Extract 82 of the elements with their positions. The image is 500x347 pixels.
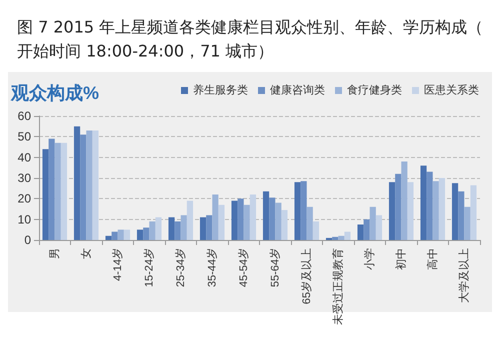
bar [370,206,376,240]
x-tick-label: 25-34岁 [174,248,187,288]
bar [200,217,206,240]
bar [86,130,92,240]
bar [458,191,464,240]
bar [470,185,477,240]
bar [206,215,212,240]
y-axis-title: 观众构成% [10,83,100,103]
bar [124,230,130,240]
chart-title: 图 7 2015 年上星频道各类健康栏目观众性别、年龄、学历构成（开始时间 18:00-24:00，71 城市） [17,18,484,60]
x-tick-label: 55-64岁 [269,248,282,288]
bar [294,182,301,240]
x-tick-label: 女 [80,248,92,259]
bar [250,194,256,240]
x-tick-label: 高中 [426,248,439,270]
legend-label: 医患关系类 [424,84,479,96]
bar [281,210,288,240]
x-tick-label: 小学 [362,248,376,270]
y-tick-label: 10 [18,212,32,226]
bar [136,230,144,240]
bar [300,181,307,240]
bar [80,134,86,240]
bar [42,149,49,240]
bar [332,236,338,240]
bar [388,182,396,240]
bar [407,182,414,240]
y-tick-label: 50 [18,130,32,144]
bar [180,215,187,240]
bar [168,217,175,240]
x-tick-label: 45-54岁 [238,248,250,288]
bar [364,219,370,240]
bar [60,142,68,240]
bar [186,200,194,240]
bar [48,138,55,240]
bar [212,194,218,240]
bar [244,204,250,240]
bar [464,206,470,240]
bar [420,166,427,240]
bar [174,221,181,240]
bar [231,200,238,240]
y-tick-label: 0 [24,233,32,247]
bar [112,232,118,240]
y-tick-label: 60 [18,109,32,123]
bar [306,206,313,240]
x-tick-label: 15-24岁 [143,248,156,288]
x-tick-label: 初中 [394,248,408,270]
bar [92,130,99,240]
bar [218,204,225,240]
bar [143,228,150,240]
legend-label: 养生服务类 [193,84,248,96]
bar [262,191,270,240]
legend-label: 健康咨询类 [270,84,325,96]
bar [312,221,320,240]
bar [238,198,244,240]
bar [275,202,282,240]
x-tick-label: 男 [48,248,61,259]
bar [269,198,276,240]
bar [452,183,458,240]
x-tick-label: 未受过正规教育 [331,248,344,325]
y-tick-label: 30 [18,171,32,185]
bar [54,142,61,240]
bar [426,172,433,240]
bar [401,161,408,240]
x-tick-label: 大学及以上 [457,248,470,303]
bar [376,215,382,240]
x-tick-label: 35-44岁 [206,248,218,288]
bar [395,174,402,240]
bar [338,236,344,240]
x-tick-label: 65岁及以上 [300,248,313,304]
bar [344,232,351,240]
bar [155,217,162,240]
bar [118,230,124,240]
x-tick-label: 4-14岁 [112,248,124,282]
bar [149,221,156,240]
y-tick-label: 20 [18,192,32,206]
y-tick-label: 40 [18,150,32,164]
bar [438,178,446,240]
bar [432,181,439,240]
bar [74,126,80,240]
bar [105,236,112,240]
bar [357,224,364,240]
legend-label: 食疗健身类 [347,84,402,96]
